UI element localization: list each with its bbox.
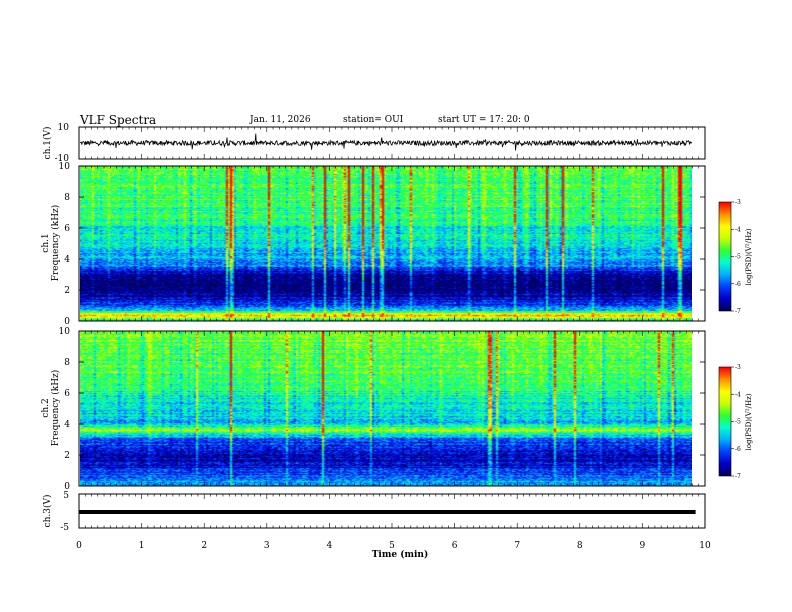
ch2-channel-label: ch.2: [41, 398, 51, 417]
time-tick-label: 2: [201, 541, 207, 551]
ch2-colorbar-label: log(PSD)(V²/Hz): [745, 393, 753, 450]
ch1-ytick-label: 6: [64, 224, 70, 234]
ch1-yticks: 0 2 4 6 8 10: [59, 162, 705, 327]
ch3-ytick-bottom: -5: [60, 523, 69, 533]
ch1-ytick-label: 0: [64, 317, 70, 327]
ch2-spectrogram-image: [80, 331, 692, 486]
ch1-ytick-bottom: -10: [55, 154, 70, 164]
time-axis-ticks: 0 1 2 3 4 5 6 7 8 9 10: [76, 127, 711, 551]
ch1-colorbar-ticks: -3 -4 -5 -6 -7: [731, 199, 741, 315]
ch1-ytick-label: 2: [64, 286, 70, 296]
ch2-colorbar-tick-label: -6: [735, 446, 741, 453]
ch1-ytick-top: 10: [58, 123, 70, 133]
ch1-ytick-label: 8: [64, 193, 70, 203]
ch2-ytick-label: 8: [64, 358, 70, 368]
time-tick-label: 6: [452, 541, 458, 551]
time-tick-label: 9: [640, 541, 646, 551]
ch1-colorbar-tick-label: -6: [735, 281, 741, 288]
recording-date: Jan. 11, 2026: [250, 115, 311, 125]
ch1-colorbar-tick-label: -4: [735, 226, 741, 233]
ch2-ytick-label: 10: [59, 327, 71, 337]
ch2-ytick-label: 4: [64, 420, 70, 430]
ch1-ytick-label: 4: [64, 255, 70, 265]
ch2-colorbar-ticks: -3 -4 -5 -6 -7: [731, 364, 741, 480]
ch1-colorbar-label: log(PSD)(V²/Hz): [745, 228, 753, 285]
time-tick-label: 4: [327, 541, 333, 551]
ch1-spectrogram-image: [80, 166, 692, 321]
time-tick-label: 3: [264, 541, 270, 551]
ch2-ytick-label: 6: [64, 389, 70, 399]
start-time-label: start UT = 17: 20: 0: [438, 115, 530, 125]
time-axis-label: Time (min): [372, 549, 429, 560]
ch3-ytick-top: 5: [63, 491, 69, 501]
station-label: station= OUI: [343, 115, 404, 125]
ch1-waveform-trace: [79, 133, 693, 151]
ch2-ytick-label: 2: [64, 451, 70, 461]
time-tick-label: 0: [76, 541, 82, 551]
ch2-colorbar-tick-label: -7: [735, 473, 741, 480]
time-tick-label: 1: [139, 541, 145, 551]
ch1-frequency-ylabel: Frequency (kHz): [50, 205, 61, 282]
ch1-colorbar-tick-label: -3: [735, 199, 741, 206]
ch2-colorbar: [719, 367, 731, 476]
ch1-colorbar-tick-label: -5: [735, 254, 741, 261]
ch2-colorbar-tick-label: -4: [735, 391, 741, 398]
ch1-ytick-label: 10: [59, 162, 71, 172]
time-tick-label: 8: [577, 541, 583, 551]
ch2-colorbar-tick-label: -3: [735, 364, 741, 371]
ch2-ytick-label: 0: [64, 482, 70, 492]
figure-title: VLF Spectra: [80, 113, 157, 127]
ch1-colorbar: [719, 202, 731, 311]
ch2-frequency-ylabel: Frequency (kHz): [50, 370, 61, 447]
ch1-waveform-ylabel: ch.1(V): [42, 127, 53, 160]
time-tick-label: 7: [514, 541, 520, 551]
time-tick-label: 10: [699, 541, 711, 551]
time-tick-label: 5: [389, 541, 395, 551]
ch3-waveform-ylabel: ch.3(V): [42, 495, 53, 528]
ch1-colorbar-tick-label: -7: [735, 308, 741, 315]
ch2-yticks: 0 2 4 6 8 10: [59, 327, 705, 492]
ch1-channel-label: ch.1: [41, 233, 51, 252]
ch2-colorbar-tick-label: -5: [735, 419, 741, 426]
